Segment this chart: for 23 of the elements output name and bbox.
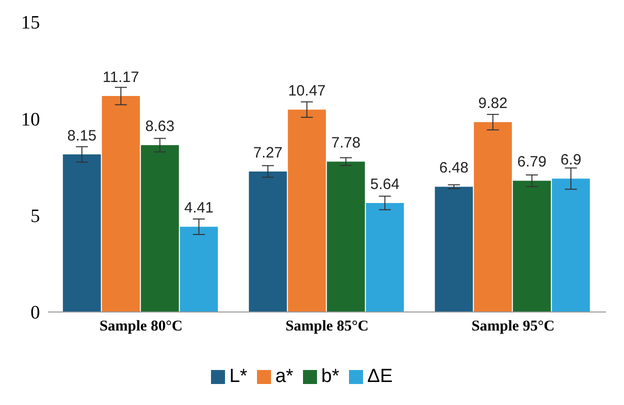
data-label: 6.9 (560, 152, 582, 169)
data-label: 7.27 (253, 144, 282, 162)
data-label: 10.47 (288, 82, 326, 100)
data-label: 6.79 (517, 154, 546, 171)
x-tick-label: Sample 85°C (285, 318, 369, 335)
data-label: 7.78 (331, 134, 360, 152)
x-tick-label: Sample 80°C (99, 318, 183, 335)
legend-label: a* (275, 366, 294, 387)
data-label: 11.17 (102, 69, 140, 86)
y-tick-label: 0 (30, 302, 40, 324)
data-label: 8.63 (145, 118, 174, 136)
data-label: 4.41 (184, 200, 214, 217)
x-tick-label: Sample 95°C (471, 318, 555, 335)
y-tick-label: 5 (30, 206, 40, 228)
data-label: 8.15 (67, 127, 96, 144)
legend-label: L* (229, 366, 248, 387)
y-tick-label: 10 (21, 109, 40, 130)
legend-label: ΔE (367, 366, 393, 387)
data-label: 5.64 (370, 176, 400, 193)
y-tick-label: 15 (21, 12, 40, 34)
legend-label: b* (321, 366, 340, 387)
data-label: 6.48 (439, 160, 468, 177)
data-label: 9.82 (478, 95, 508, 112)
